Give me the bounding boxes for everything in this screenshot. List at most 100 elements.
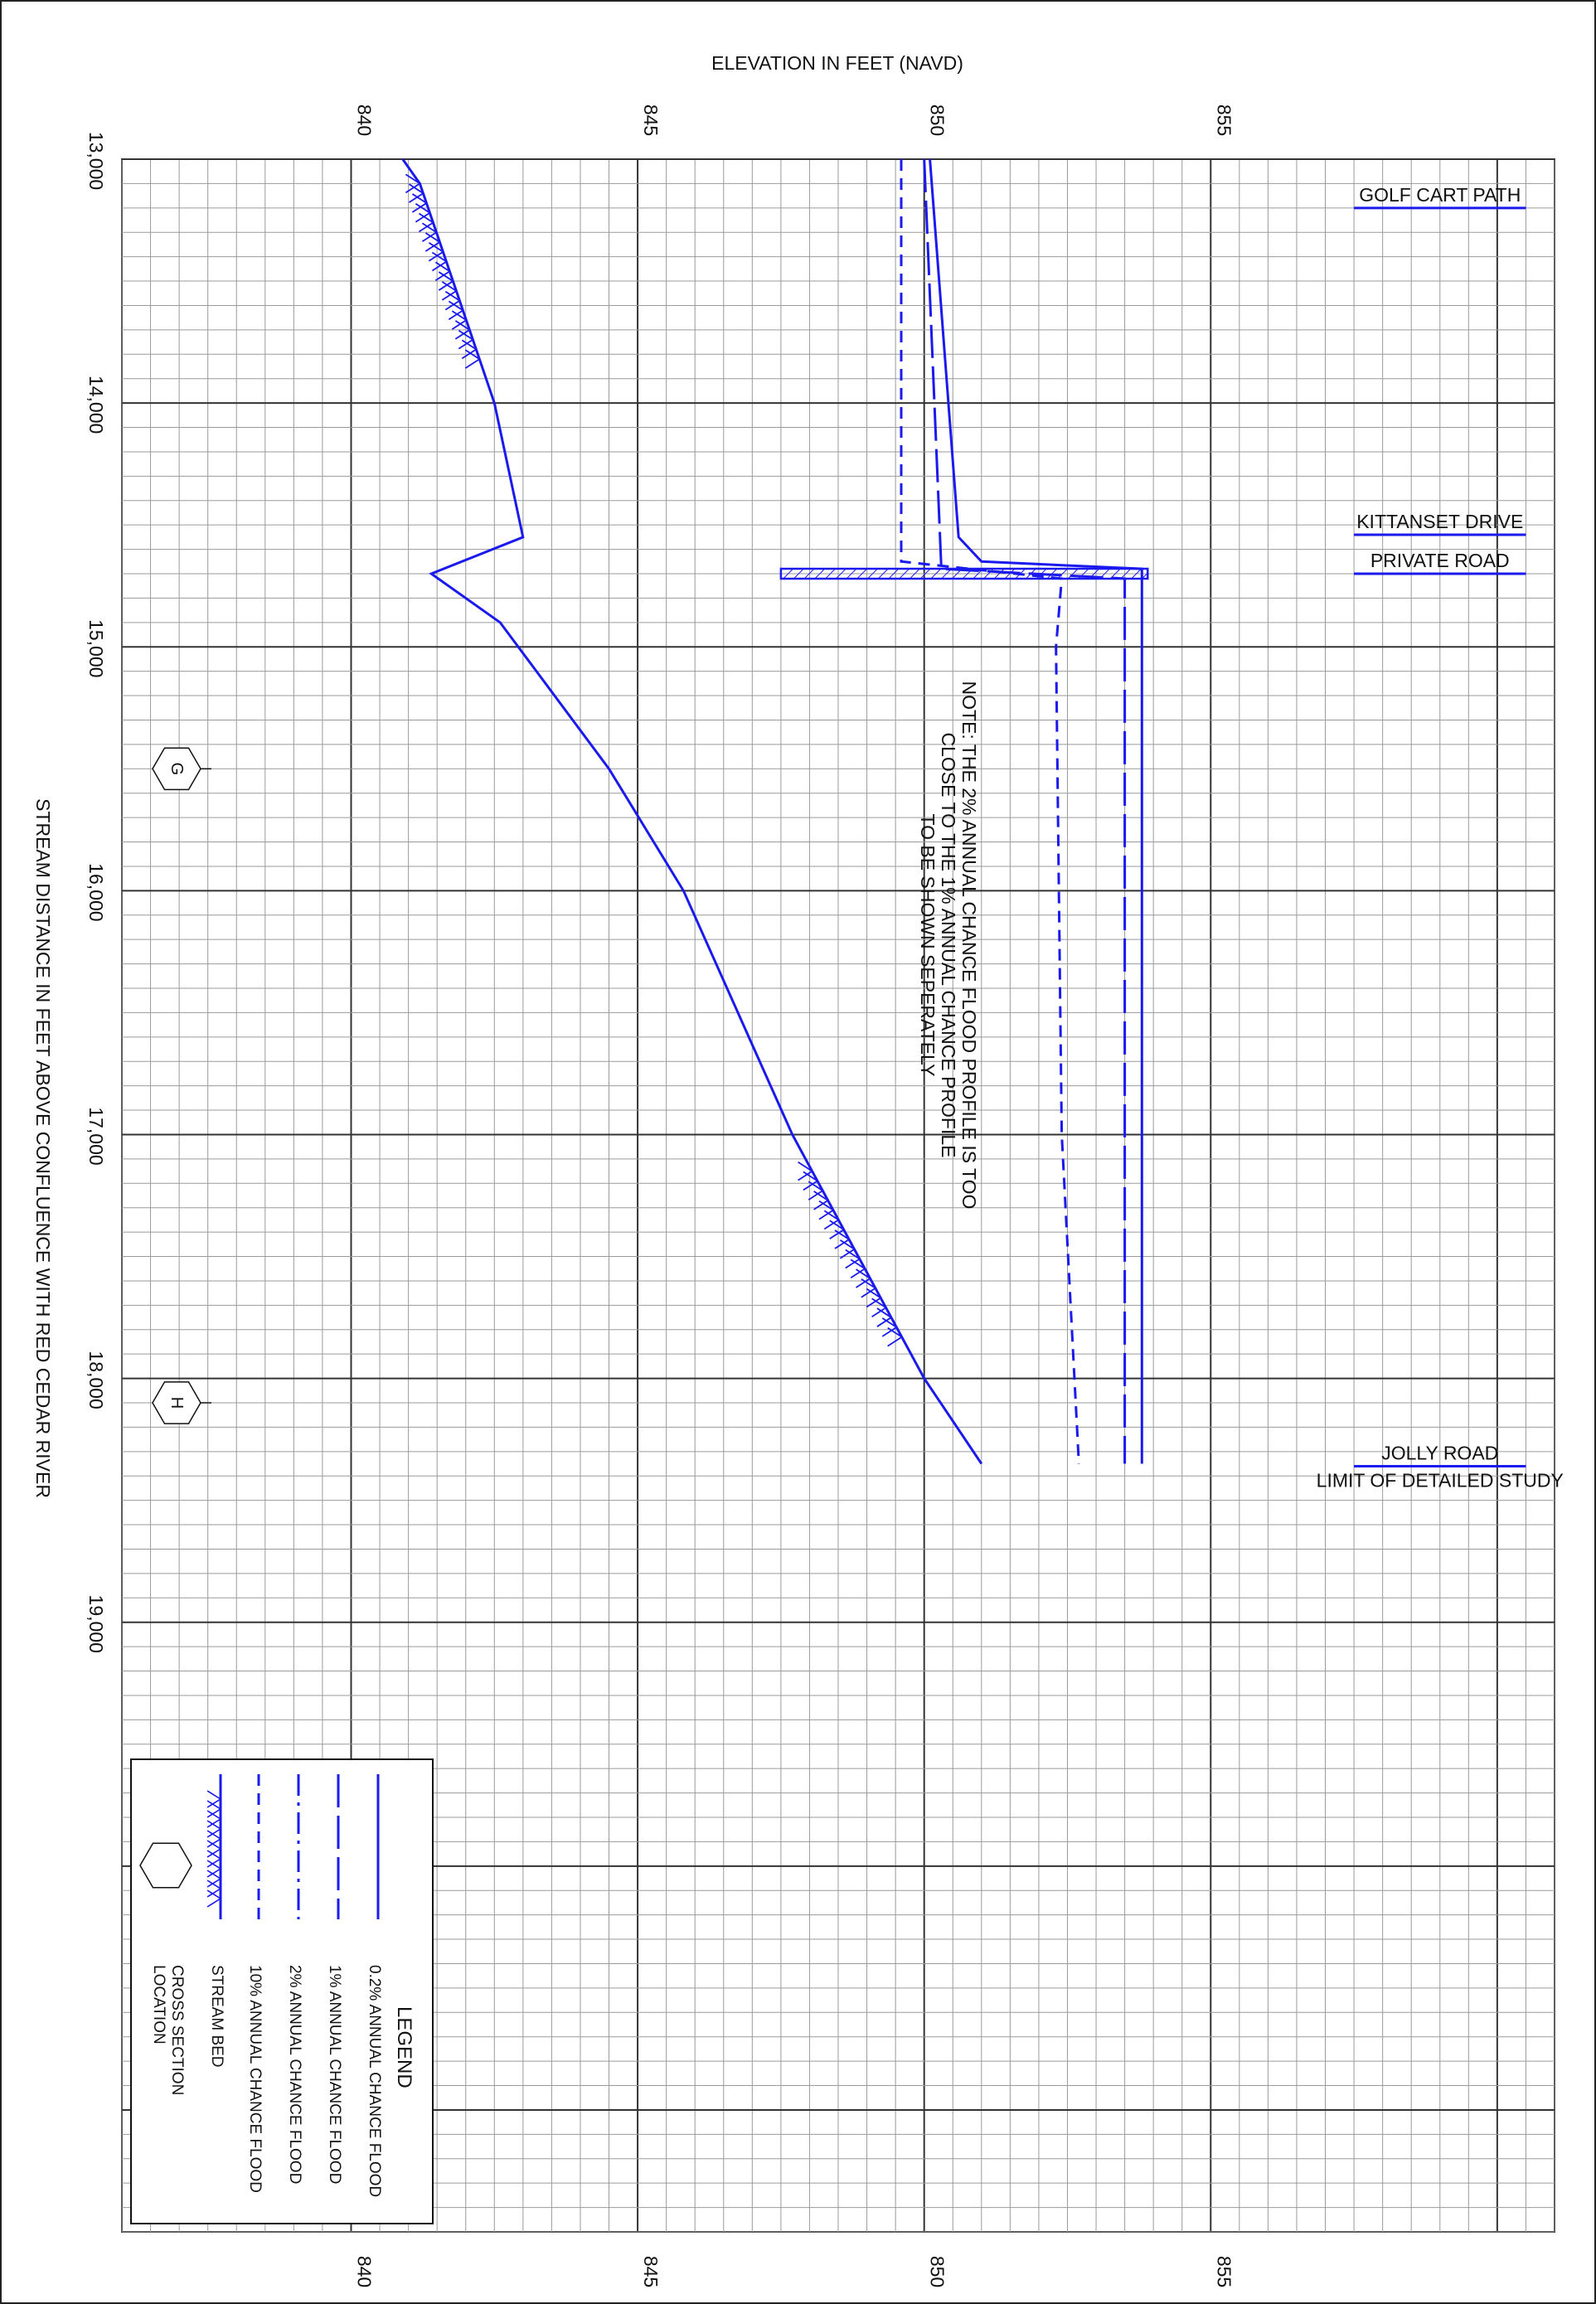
legend-hatch-tick (206, 1840, 221, 1850)
bed-hatch-tick (808, 1181, 823, 1191)
distance-tick-label: 16,000 (85, 863, 107, 921)
elevation-tick-label-bottom: 840 (353, 2256, 375, 2287)
bed-hatch-tick (421, 231, 437, 242)
legend-label: 0.2% ANNUAL CHANCE FLOOD (366, 1965, 383, 2197)
bed-hatch-tick (451, 319, 467, 330)
bed-hatch-tick (856, 1278, 871, 1288)
distance-tick-label: 17,000 (85, 1107, 107, 1165)
legend-hatch-tick (206, 1790, 221, 1800)
structure-label: PRIVATE ROAD (1370, 550, 1510, 571)
bed-hatch-tick (428, 242, 444, 253)
stream-bed-hatching (405, 173, 903, 1347)
note: NOTE: THE 2% ANNUAL CHANCE FLOOD PROFILE… (917, 681, 980, 1210)
bed-hatch-tick (861, 1288, 876, 1298)
legend-hatch-tick (206, 1870, 221, 1880)
bed-hatch-tick (871, 1298, 887, 1309)
bed-hatch-tick (856, 1268, 871, 1279)
bed-hatch-tick (405, 182, 420, 194)
bed-hatch-tick (461, 348, 477, 360)
bed-hatch-tick (444, 290, 460, 302)
legend-hatch-tick (206, 1860, 221, 1870)
note-line-3: TO BE SHOWN SEPERATELY (917, 814, 939, 1077)
series-1-annual-chance-flood (923, 158, 1127, 1464)
bed-hatch-tick (434, 261, 450, 273)
bed-hatch-tick (818, 1209, 834, 1220)
structure-label: KITTANSET DRIVE (1356, 511, 1523, 532)
bed-hatch-tick (798, 1170, 813, 1181)
bed-hatch-tick (441, 290, 457, 301)
legend-hatch-tick (206, 1868, 221, 1878)
bed-hatch-tick (850, 1259, 866, 1269)
bed-hatch-tick (415, 211, 430, 223)
bed-hatch-tick (441, 281, 457, 292)
elevation-tick-label-bottom: 845 (640, 2256, 662, 2287)
elevation-tick-label-top: 845 (640, 104, 662, 136)
bed-hatch-tick (866, 1288, 881, 1299)
note-line-1: NOTE: THE 2% ANNUAL CHANCE FLOOD PROFILE… (958, 681, 980, 1210)
bed-hatch-tick (876, 1307, 892, 1318)
bed-hatch-tick (813, 1191, 829, 1201)
bed-hatch-tick (881, 1327, 897, 1337)
elevation-tick-label-bottom: 850 (927, 2256, 948, 2287)
legend-hatch-tick (206, 1798, 221, 1808)
legend-hatch-tick (206, 1800, 221, 1810)
bed-hatch-tick (798, 1161, 813, 1172)
bed-hatch-tick (431, 251, 447, 263)
bed-hatch-tick (421, 222, 437, 233)
bed-hatch-tick (881, 1317, 897, 1328)
cross-section-h: H (152, 1381, 211, 1424)
bed-hatch-tick (431, 260, 447, 272)
cross-section-markers: GH (152, 747, 211, 1424)
distance-tick-label: 15,000 (85, 619, 107, 677)
legend-label: CROSS SECTION (168, 1965, 186, 2095)
bed-hatch-tick (408, 192, 424, 203)
bed-hatch-tick (861, 1278, 876, 1289)
bed-hatch-tick (458, 338, 473, 350)
legend-hatch-tick (206, 1880, 221, 1889)
legend-hatch-tick (206, 1838, 221, 1848)
structure-label: JOLLY ROAD (1381, 1442, 1498, 1463)
bed-hatch-tick (876, 1317, 892, 1327)
distance-tick-label: 18,000 (85, 1351, 107, 1409)
bed-hatch-tick (418, 212, 434, 224)
legend-hatch-tick (206, 1818, 221, 1828)
bed-hatch-tick (454, 329, 470, 340)
legend-hatch-tick (206, 1830, 221, 1840)
legend-hatch-tick (206, 1888, 221, 1898)
bed-hatch-tick (451, 310, 467, 321)
cross-section-hexagon (152, 1381, 201, 1424)
bed-hatch-tick (823, 1210, 839, 1221)
bed-hatch-tick (428, 251, 444, 262)
bed-hatch-tick (803, 1171, 818, 1182)
legend-hatch-tick (206, 1810, 221, 1820)
cross-section-letter: G (167, 763, 186, 776)
legend-hatch-tick (206, 1808, 221, 1818)
bed-hatch-tick (461, 339, 477, 351)
structure-label: GOLF CART PATH (1359, 184, 1521, 206)
bed-hatch-tick (823, 1219, 839, 1230)
elevation-tick-label-top: 850 (927, 104, 948, 136)
bed-hatch-tick (850, 1268, 866, 1278)
bed-hatch-tick (448, 309, 463, 321)
bed-hatch-tick (834, 1230, 850, 1240)
bed-hatch-tick (803, 1180, 818, 1191)
legend-hatch-tick (206, 1850, 221, 1860)
note-line-2: CLOSE TO THE 1% ANNUAL CHANCE PROFILE (938, 733, 959, 1158)
bed-hatch-tick (448, 300, 463, 312)
bed-hatch-tick (405, 173, 420, 185)
legend-label: STREAM BED (208, 1965, 226, 2068)
elevation-tick-label-top: 855 (1213, 104, 1235, 136)
bed-hatch-tick (839, 1248, 855, 1259)
bed-hatch-tick (808, 1190, 823, 1201)
legend-label: 10% ANNUAL CHANCE FLOOD (246, 1965, 264, 2193)
tick-labels: 840 840 845 845 850 850 855 855 13,000 14,000 15,0… (85, 104, 1235, 2287)
bed-hatch-tick (839, 1239, 855, 1250)
legend-hatch-tick (206, 1878, 221, 1888)
bed-hatch-tick (845, 1258, 861, 1269)
bed-hatch-tick (829, 1220, 845, 1230)
bed-hatch-tick (829, 1229, 845, 1239)
bed-hatch-tick (887, 1327, 903, 1338)
legend-box (130, 1758, 434, 2224)
bed-hatch-tick (813, 1200, 829, 1210)
